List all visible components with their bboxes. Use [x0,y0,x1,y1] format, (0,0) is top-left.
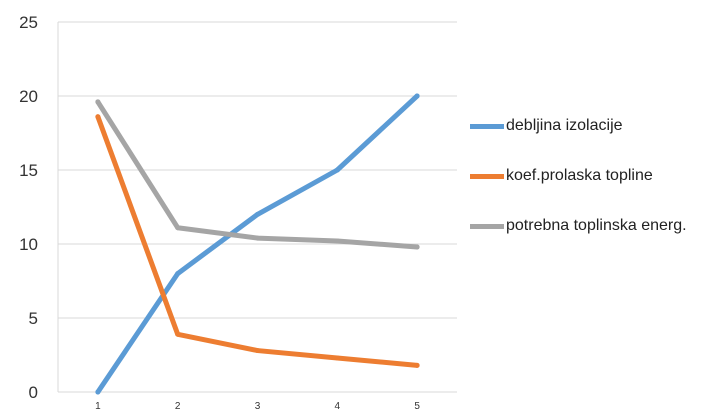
data-point [175,225,181,231]
data-point [255,348,260,354]
data-point [95,389,101,395]
data-point [334,238,340,244]
data-point [95,114,101,120]
legend-item: potrebna toplinska energ. [470,215,700,236]
legend-label: debljina izolacije [506,117,623,134]
legend-swatch [470,124,504,129]
series-lines [95,93,420,395]
legend-label: potrebna toplinska energ. [506,217,687,234]
x-tick-label: 1 [95,401,101,410]
legend-swatch [470,174,504,179]
x-axis-ticks: 1 2 3 4 5 [95,401,420,410]
legend-item: koef.prolaska topline [470,165,700,186]
data-point [175,271,181,277]
y-tick-label: 10 [19,235,38,254]
data-point [414,244,420,250]
data-point [334,167,340,173]
legend-item: debljina izolacije [470,115,700,136]
x-tick-label: 2 [175,401,181,410]
gridlines [57,21,457,393]
legend-swatch [470,224,504,229]
data-point [414,362,420,368]
y-tick-label: 5 [29,309,38,328]
x-tick-label: 3 [255,401,261,410]
y-tick-label: 25 [19,13,38,32]
legend: debljina izolacije koef.prolaska topline p… [470,115,700,265]
data-point [95,99,101,105]
x-tick-label: 4 [335,401,341,410]
data-point [334,355,340,361]
data-point [255,235,260,241]
data-point [414,93,420,99]
legend-label: koef.prolaska topline [506,167,653,184]
x-tick-label: 5 [414,401,420,410]
y-tick-label: 20 [19,87,38,106]
data-point [255,211,260,217]
data-point [175,331,181,337]
y-axis-ticks: 0 5 10 15 20 25 [19,13,38,402]
y-tick-label: 0 [29,383,38,402]
y-tick-label: 15 [19,161,38,180]
series-line-3 [95,99,420,250]
